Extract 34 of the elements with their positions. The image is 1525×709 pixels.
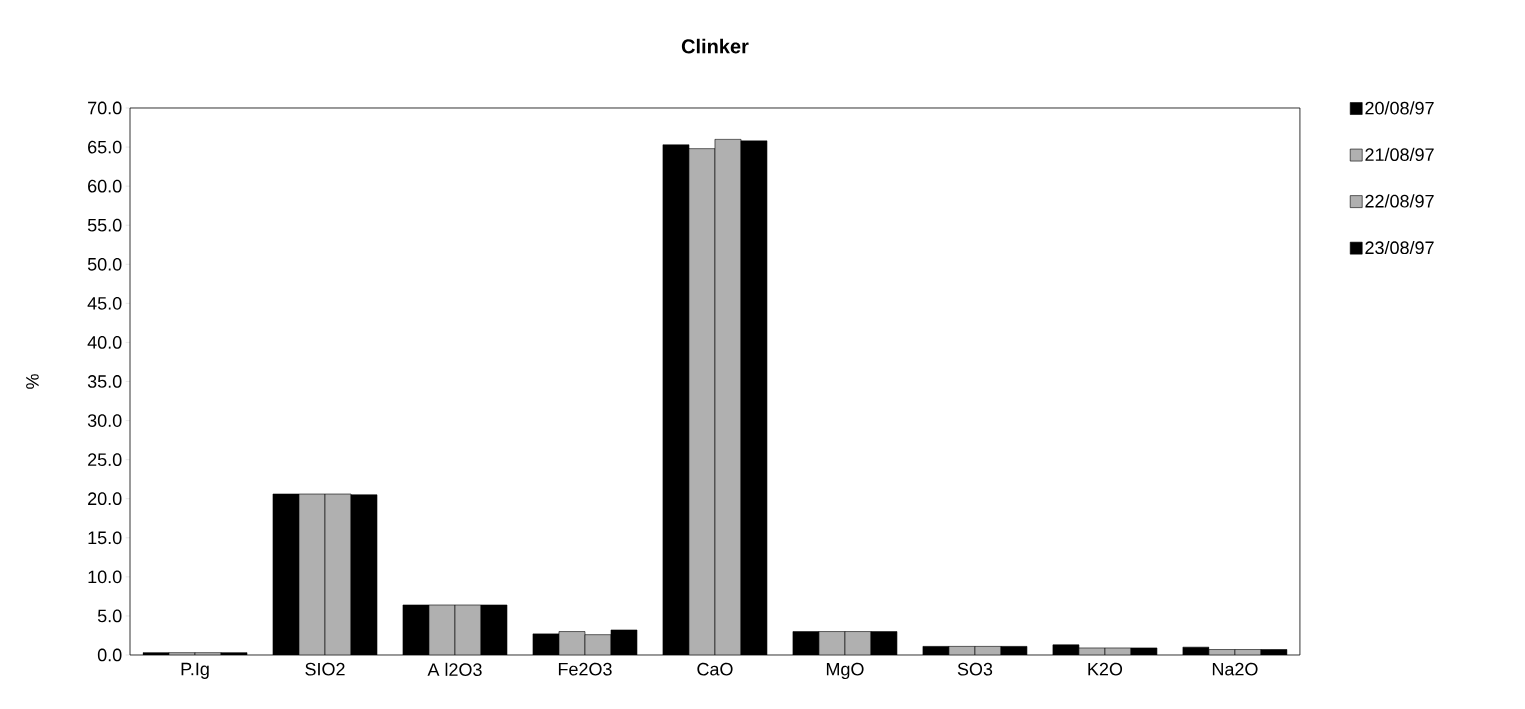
bar: [324, 494, 351, 655]
y-tick-label: 10.0: [88, 570, 122, 584]
y-tick-label: 0.0: [97, 648, 122, 662]
y-axis-title: %: [26, 374, 39, 389]
y-tick-label: 60.0: [88, 179, 122, 193]
y-tick-label: 20.0: [88, 492, 122, 506]
y-tick-label: 5.0: [97, 609, 122, 623]
y-tick-label: 65.0: [88, 140, 122, 154]
x-tick-label: Na2O: [1212, 662, 1258, 676]
legend-label: 22/08/97: [1365, 194, 1434, 208]
x-tick-label: K2O: [1088, 662, 1123, 676]
bar: [688, 148, 715, 655]
y-tick-label: 30.0: [87, 414, 122, 427]
x-tick-label: A l2O3: [427, 662, 482, 677]
x-tick-label: P.Ig: [181, 662, 209, 679]
x-tick-label: MgO: [826, 662, 864, 680]
y-tick-label: 70.0: [88, 101, 122, 115]
y-tick-label: 55.0: [87, 218, 122, 232]
y-tick-label: 25.0: [88, 453, 122, 467]
bar: [714, 139, 741, 655]
legend-label: 23/08/97: [1365, 240, 1434, 255]
legend-label: 21/08/97: [1365, 147, 1434, 162]
chart-title: Clinker: [681, 38, 749, 54]
y-tick-label: 45.0: [87, 296, 122, 310]
y-tick-label: 40.0: [87, 336, 122, 349]
x-tick-label: SIO2: [305, 662, 345, 676]
x-tick-label: SO3: [957, 662, 993, 676]
y-tick-label: 15.0: [88, 531, 122, 545]
x-tick-label: Fe2O3: [558, 662, 612, 676]
y-tick-label: 50.0: [87, 257, 122, 271]
x-tick-label: CaO: [697, 662, 733, 676]
bar: [298, 494, 325, 655]
legend-label: 20/08/97: [1365, 101, 1434, 115]
y-tick-label: 35.0: [87, 375, 122, 388]
